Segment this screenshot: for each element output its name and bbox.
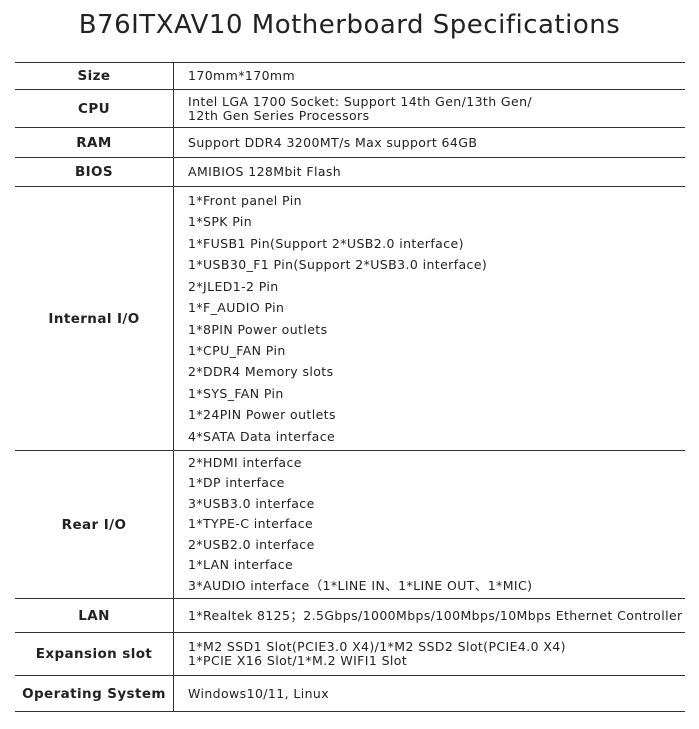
spec-value-line: 1*CPU_FAN Pin: [188, 342, 286, 358]
spec-value-line: 1*Front panel Pin: [188, 193, 302, 209]
spec-label: Internal I/O: [15, 186, 174, 451]
spec-value-line: 1*LAN interface: [188, 557, 294, 573]
spec-value-line: 1*SYS_FAN Pin: [188, 385, 284, 401]
spec-table: Size 170mm*170mm CPU Intel LGA 1700 Socket:…: [15, 62, 685, 712]
spec-label: CPU: [15, 89, 174, 128]
spec-value-line: 1*24PIN Power outlets: [188, 407, 336, 423]
spec-value-line: 1*M2 SSD1 Slot(PCIE3.0 X4)/1*M2 SSD2 Slo…: [188, 639, 566, 654]
spec-value: AMIBIOS 128Mbit Flash: [173, 157, 685, 187]
spec-row: Size 170mm*170mm: [15, 62, 685, 90]
spec-value: 1*Front panel Pin 1*SPK Pin 1*FUSB1 Pin(Su…: [173, 186, 685, 451]
spec-row: Expansion slot 1*M2 SSD1 Slot(PCIE3.0 X4)…: [15, 632, 685, 676]
spec-value-line: 1*DP interface: [188, 475, 285, 491]
spec-value-line: 2*USB2.0 interface: [188, 536, 315, 552]
spec-label: Size: [15, 62, 174, 90]
spec-value-line: 1*SPK Pin: [188, 214, 253, 230]
spec-row: Rear I/O 2*HDMI interface 1*DP interface 3*…: [15, 450, 685, 599]
spec-label: Rear I/O: [15, 450, 174, 599]
spec-value-line: 2*DDR4 Memory slots: [188, 364, 334, 380]
spec-row: Internal I/O 1*Front panel Pin 1*SPK Pin 1*…: [15, 186, 685, 451]
spec-value: 1*Realtek 8125；2.5Gbps/1000Mbps/100Mbps/…: [173, 598, 685, 633]
spec-row: RAM Support DDR4 3200MT/s Max support 64G…: [15, 127, 685, 158]
spec-label: Operating System: [15, 675, 174, 712]
spec-row: Operating System Windows10/11, Linux: [15, 675, 685, 712]
spec-value-line: 3*AUDIO interface（1*LINE IN、1*LINE OUT、1…: [188, 577, 533, 593]
spec-value: Windows10/11, Linux: [173, 675, 685, 712]
spec-label: LAN: [15, 598, 174, 633]
spec-value-line: Windows10/11, Linux: [188, 685, 330, 701]
spec-value-line: 2*HDMI interface: [188, 455, 302, 471]
page-title: B76ITXAV10 Motherboard Specifications: [78, 10, 621, 40]
spec-row: BIOS AMIBIOS 128Mbit Flash: [15, 157, 685, 187]
spec-value-line: 170mm*170mm: [188, 68, 296, 83]
spec-value-line: AMIBIOS 128Mbit Flash: [188, 164, 342, 179]
spec-value-line: 12th Gen Series Processors: [188, 107, 370, 123]
spec-label: BIOS: [15, 157, 174, 187]
spec-value-line: Intel LGA 1700 Socket: Support 14th Gen/…: [188, 93, 533, 109]
spec-value: Intel LGA 1700 Socket: Support 14th Gen/…: [173, 89, 685, 128]
spec-value-line: 4*SATA Data interface: [188, 428, 336, 444]
spec-value: Support DDR4 3200MT/s Max support 64GB: [173, 127, 685, 158]
spec-value-line: 2*JLED1-2 Pin: [188, 278, 279, 294]
spec-label: Expansion slot: [15, 632, 174, 676]
spec-row: CPU Intel LGA 1700 Socket: Support 14th G…: [15, 89, 685, 128]
spec-value-line: 3*USB3.0 interface: [188, 495, 315, 511]
spec-value-line: 1*FUSB1 Pin(Support 2*USB2.0 interface): [188, 235, 464, 251]
spec-value-line: 1*Realtek 8125；2.5Gbps/1000Mbps/100Mbps/…: [188, 607, 683, 623]
spec-value-line: 1*PCIE X16 Slot/1*M.2 WIFI1 Slot: [188, 653, 408, 668]
spec-value-line: 1*F_AUDIO Pin: [188, 300, 285, 316]
spec-value-line: 1*8PIN Power outlets: [188, 321, 328, 337]
spec-value: 170mm*170mm: [173, 62, 685, 90]
spec-label: RAM: [15, 127, 174, 158]
spec-value-line: 1*USB30_F1 Pin(Support 2*USB3.0 interfac…: [188, 257, 488, 273]
spec-row: LAN 1*Realtek 8125；2.5Gbps/1000Mbps/100Mb…: [15, 598, 685, 633]
spec-value: 2*HDMI interface 1*DP interface 3*USB3.0 i…: [173, 450, 685, 599]
spec-value-line: 1*TYPE-C interface: [188, 516, 314, 532]
spec-value-line: Support DDR4 3200MT/s Max support 64GB: [188, 134, 478, 150]
spec-value: 1*M2 SSD1 Slot(PCIE3.0 X4)/1*M2 SSD2 Slo…: [173, 632, 685, 676]
